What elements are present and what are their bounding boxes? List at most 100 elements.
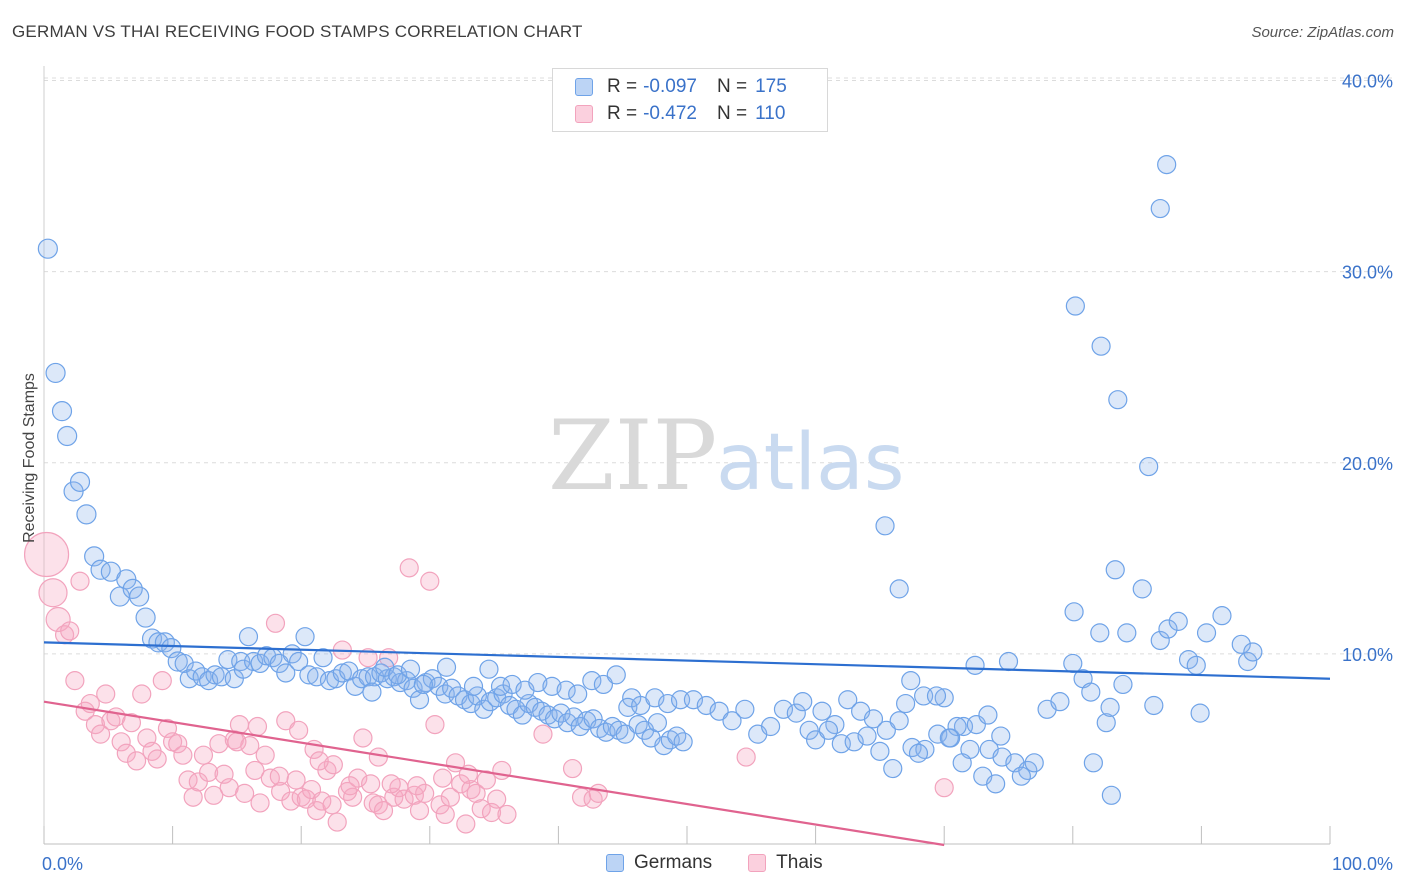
point-germans: [1096, 713, 1116, 733]
legend-n-value: 175: [755, 76, 787, 97]
point-germans: [1139, 456, 1159, 477]
legend-row-thais: R = -0.472 N = 110: [575, 102, 805, 126]
point-thais: [121, 713, 142, 733]
point-thais: [409, 800, 430, 821]
point-germans: [45, 362, 66, 384]
point-thais: [407, 776, 427, 796]
y-axis-label: Receiving Food Stamps: [21, 373, 38, 543]
point-germans: [965, 655, 985, 675]
point-germans: [174, 653, 194, 674]
point-germans: [812, 701, 832, 721]
point-thais: [183, 787, 203, 807]
point-thais: [60, 621, 80, 641]
point-germans: [409, 690, 430, 710]
point-germans: [161, 638, 182, 659]
point-germans: [57, 425, 78, 447]
legend-swatch-thais: [748, 854, 767, 872]
chart-title: GERMAN VS THAI RECEIVING FOOD STAMPS COR…: [12, 22, 583, 41]
point-germans: [1063, 653, 1083, 674]
point-germans: [564, 707, 584, 727]
point-thais: [286, 770, 306, 790]
legend-label-germans: Germans: [634, 852, 713, 873]
x-tick-label-max: 100.0%: [1332, 854, 1393, 874]
point-germans: [295, 627, 315, 647]
point-thais: [289, 720, 309, 740]
point-germans: [1190, 703, 1210, 723]
point-germans: [1108, 390, 1128, 410]
point-germans: [857, 726, 877, 746]
point-germans: [400, 659, 421, 679]
point-thais: [240, 736, 260, 756]
point-thais: [281, 791, 301, 811]
point-germans: [889, 579, 909, 599]
point-germans: [875, 516, 895, 536]
point-thais: [440, 787, 460, 807]
point-germans: [568, 684, 588, 704]
point-thais: [466, 783, 486, 803]
watermark-atlas: atlas: [716, 418, 905, 508]
point-germans: [135, 607, 156, 628]
point-thais: [415, 783, 435, 803]
point-germans: [1150, 630, 1170, 651]
point-germans: [1105, 560, 1125, 580]
point-germans: [799, 720, 819, 740]
point-germans: [1083, 753, 1103, 773]
point-thais: [132, 684, 152, 704]
point-thais: [425, 714, 445, 735]
point-thais: [394, 789, 414, 809]
point-germans: [436, 657, 457, 677]
point-germans: [1196, 623, 1217, 643]
point-thais: [193, 745, 214, 765]
point-germans: [1132, 579, 1152, 599]
point-germans: [722, 711, 742, 731]
point-germans: [1243, 642, 1263, 662]
point-germans: [735, 699, 755, 719]
legend-swatch-thais: [575, 105, 593, 123]
point-germans: [978, 705, 998, 725]
point-germans: [593, 674, 614, 695]
point-germans: [883, 758, 903, 779]
point-germans: [345, 676, 365, 696]
point-germans: [986, 774, 1006, 794]
series-thais: [23, 531, 954, 834]
point-thais: [245, 760, 265, 781]
tick-labels: 10.0% 20.0% 30.0% 40.0% 0.0% 100.0%: [42, 72, 1393, 875]
x-tick-label-min: 0.0%: [42, 854, 83, 874]
point-germans: [129, 586, 150, 607]
point-thais: [533, 724, 553, 744]
point-germans: [289, 651, 309, 672]
point-germans: [1231, 634, 1251, 654]
point-germans: [1011, 766, 1031, 786]
point-thais: [173, 745, 193, 765]
point-germans: [276, 663, 296, 683]
point-germans: [583, 709, 603, 729]
point-germans: [952, 753, 972, 773]
point-germans: [442, 678, 462, 698]
point-thais: [147, 749, 167, 769]
point-germans: [838, 690, 858, 710]
point-germans: [896, 693, 916, 714]
point-thais: [430, 795, 450, 815]
point-germans: [76, 504, 97, 525]
y-tick-label: 40.0%: [1342, 72, 1393, 92]
point-germans: [51, 401, 73, 422]
point-thais: [265, 613, 286, 633]
point-thais: [255, 745, 275, 765]
point-germans: [1157, 154, 1177, 175]
point-germans: [551, 703, 571, 723]
point-thais: [358, 648, 378, 668]
point-germans: [1065, 296, 1085, 316]
point-germans: [863, 709, 884, 729]
point-thais: [562, 758, 583, 779]
legend-n-value: 110: [755, 103, 786, 124]
point-thais: [471, 799, 491, 819]
point-germans: [167, 651, 188, 672]
point-germans: [37, 238, 58, 259]
point-germans: [238, 627, 259, 647]
point-thais: [497, 804, 517, 825]
point-thais: [327, 812, 347, 832]
point-thais: [399, 558, 419, 578]
point-thais: [322, 795, 342, 815]
trend-line-thais: [43, 700, 945, 847]
